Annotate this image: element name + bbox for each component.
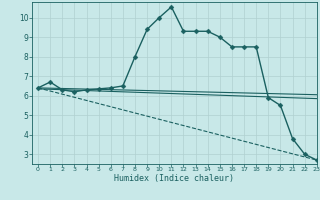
X-axis label: Humidex (Indice chaleur): Humidex (Indice chaleur) — [115, 174, 234, 183]
